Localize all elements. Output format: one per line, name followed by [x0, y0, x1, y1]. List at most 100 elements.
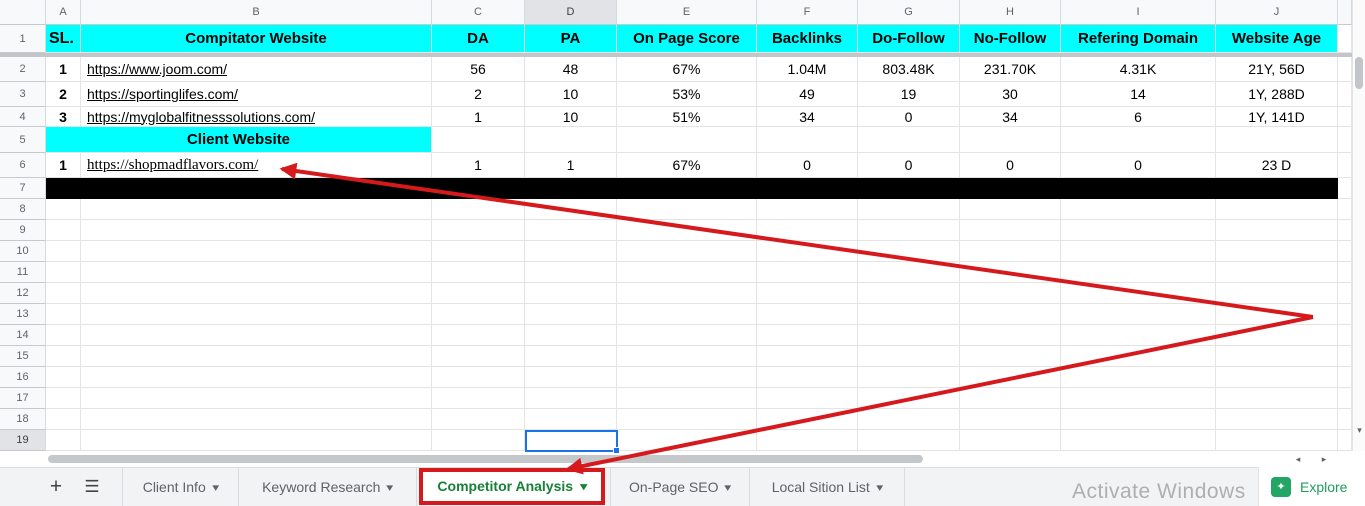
header-cell-J1[interactable]: Website Age [1216, 25, 1338, 53]
cell-G5[interactable] [858, 127, 960, 153]
row-header-4[interactable]: 4 [0, 107, 46, 127]
cell-H2[interactable]: 231.70K [960, 57, 1061, 82]
add-sheet-button[interactable]: + [49, 475, 63, 498]
cell-A6[interactable]: 1 [46, 153, 81, 178]
cell-J14[interactable] [1216, 325, 1338, 346]
cell-I16[interactable] [1061, 367, 1216, 388]
cell-H15[interactable] [960, 346, 1061, 367]
cell-H3[interactable]: 30 [960, 82, 1061, 107]
chevron-down-icon[interactable]: ▾ [212, 481, 219, 494]
tab-on-page-seo[interactable]: On-Page SEO ▾ [610, 467, 750, 506]
cell-I14[interactable] [1061, 325, 1216, 346]
cell-I15[interactable] [1061, 346, 1216, 367]
header-cell-D1[interactable]: PA [525, 25, 617, 53]
cell-A16[interactable] [46, 367, 81, 388]
cell-C9[interactable] [432, 220, 525, 241]
row-header-3[interactable]: 3 [0, 82, 46, 107]
column-header-G[interactable]: G [858, 0, 960, 25]
cell-G14[interactable] [858, 325, 960, 346]
cell-F5[interactable] [757, 127, 858, 153]
scroll-down-icon[interactable]: ▾ [1357, 424, 1362, 435]
cell-J5[interactable] [1216, 127, 1338, 153]
chevron-down-icon[interactable]: ▾ [386, 481, 394, 494]
cell-J12[interactable] [1216, 283, 1338, 304]
cell-C12[interactable] [432, 283, 525, 304]
cell-E9[interactable] [617, 220, 757, 241]
row-header-18[interactable]: 18 [0, 409, 46, 430]
cell-C11[interactable] [432, 262, 525, 283]
column-header-H[interactable]: H [960, 0, 1061, 25]
cell-B11[interactable] [81, 262, 432, 283]
cell-J17[interactable] [1216, 388, 1338, 409]
cell-partial-4[interactable] [1338, 107, 1352, 127]
row-header-15[interactable]: 15 [0, 346, 46, 367]
cell-C18[interactable] [432, 409, 525, 430]
cell-H6[interactable]: 0 [960, 153, 1061, 178]
cell-B14[interactable] [81, 325, 432, 346]
cell-D16[interactable] [525, 367, 617, 388]
cell-partial-5[interactable] [1338, 127, 1352, 153]
cell-F10[interactable] [757, 241, 858, 262]
cell-F3[interactable]: 49 [757, 82, 858, 107]
cell-I5[interactable] [1061, 127, 1216, 153]
cell-B18[interactable] [81, 409, 432, 430]
header-cell-F1[interactable]: Backlinks [757, 25, 858, 53]
cell-partial-10[interactable] [1338, 241, 1352, 262]
header-cell-I1[interactable]: Refering Domain [1061, 25, 1216, 53]
cell-I8[interactable] [1061, 199, 1216, 220]
row-header-16[interactable]: 16 [0, 367, 46, 388]
cell-E17[interactable] [617, 388, 757, 409]
cell-D18[interactable] [525, 409, 617, 430]
row-header-1[interactable]: 1 [0, 25, 46, 53]
cell-H18[interactable] [960, 409, 1061, 430]
cell-H10[interactable] [960, 241, 1061, 262]
cell-F14[interactable] [757, 325, 858, 346]
cell-D17[interactable] [525, 388, 617, 409]
cell-F11[interactable] [757, 262, 858, 283]
cell-D11[interactable] [525, 262, 617, 283]
cell-E15[interactable] [617, 346, 757, 367]
cell-G2[interactable]: 803.48K [858, 57, 960, 82]
horizontal-scrollbar[interactable]: ◂ ▸ [0, 451, 1365, 467]
cell-E5[interactable] [617, 127, 757, 153]
column-header-C[interactable]: C [432, 0, 525, 25]
cell-partial-16[interactable] [1338, 367, 1352, 388]
cell-partial-18[interactable] [1338, 409, 1352, 430]
row-header-2[interactable]: 2 [0, 57, 46, 82]
header-cell-A1[interactable]: SL. [46, 25, 81, 53]
cell-F15[interactable] [757, 346, 858, 367]
cell-F4[interactable]: 34 [757, 107, 858, 127]
cell-I11[interactable] [1061, 262, 1216, 283]
cell-G18[interactable] [858, 409, 960, 430]
cell-C2[interactable]: 56 [432, 57, 525, 82]
cell-F2[interactable]: 1.04M [757, 57, 858, 82]
cell-C19[interactable] [432, 430, 525, 451]
cell-I19[interactable] [1061, 430, 1216, 451]
cell-D2[interactable]: 48 [525, 57, 617, 82]
competitor-website-link[interactable]: https://sportinglifes.com/ [87, 86, 238, 102]
cell-C13[interactable] [432, 304, 525, 325]
cell-E2[interactable]: 67% [617, 57, 757, 82]
cell-D4[interactable]: 10 [525, 107, 617, 127]
cell-C3[interactable]: 2 [432, 82, 525, 107]
cell-I17[interactable] [1061, 388, 1216, 409]
cell-C14[interactable] [432, 325, 525, 346]
row-header-9[interactable]: 9 [0, 220, 46, 241]
tab-competitor-analysis-active[interactable]: Competitor Analysis ▾ [419, 467, 605, 505]
competitor-website-link[interactable]: https://myglobalfitnesssolutions.com/ [87, 108, 315, 125]
cell-D14[interactable] [525, 325, 617, 346]
cell-partial-2[interactable] [1338, 57, 1352, 82]
cell-J11[interactable] [1216, 262, 1338, 283]
cell-H12[interactable] [960, 283, 1061, 304]
cell-J10[interactable] [1216, 241, 1338, 262]
cell-partial-3[interactable] [1338, 82, 1352, 107]
cell-E14[interactable] [617, 325, 757, 346]
cell-partial-1[interactable] [1338, 25, 1352, 53]
row-header-12[interactable]: 12 [0, 283, 46, 304]
select-all-corner[interactable] [0, 0, 46, 25]
explore-button[interactable]: ✦ Explore [1258, 467, 1365, 506]
cell-B8[interactable] [81, 199, 432, 220]
cell-F8[interactable] [757, 199, 858, 220]
cell-G13[interactable] [858, 304, 960, 325]
cell-A2[interactable]: 1 [46, 57, 81, 82]
